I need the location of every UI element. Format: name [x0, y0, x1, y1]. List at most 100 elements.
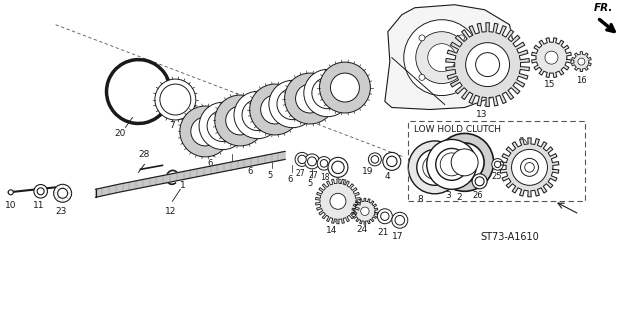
Circle shape	[423, 155, 447, 179]
Circle shape	[269, 80, 316, 128]
Text: 4: 4	[385, 172, 390, 181]
Circle shape	[381, 212, 389, 220]
Text: 20: 20	[115, 130, 126, 138]
Text: 13: 13	[476, 109, 488, 118]
Circle shape	[392, 212, 408, 228]
Text: 5: 5	[228, 164, 233, 173]
Circle shape	[436, 148, 468, 180]
Circle shape	[369, 153, 381, 166]
Circle shape	[440, 153, 463, 176]
Circle shape	[54, 184, 72, 202]
Text: 5: 5	[307, 179, 313, 188]
Circle shape	[395, 215, 404, 225]
Circle shape	[328, 157, 348, 177]
Text: 6: 6	[207, 160, 213, 168]
Polygon shape	[316, 179, 360, 224]
Text: 18: 18	[320, 173, 330, 182]
Circle shape	[242, 99, 273, 130]
Circle shape	[319, 62, 371, 113]
Circle shape	[304, 69, 351, 117]
Circle shape	[305, 154, 319, 169]
Text: 2: 2	[457, 193, 463, 202]
Circle shape	[525, 163, 534, 172]
Circle shape	[34, 184, 47, 198]
Circle shape	[428, 44, 456, 71]
Circle shape	[260, 95, 289, 124]
Circle shape	[371, 156, 379, 163]
Text: 28: 28	[139, 150, 150, 160]
Text: 26: 26	[472, 191, 483, 200]
Circle shape	[207, 110, 238, 142]
Circle shape	[451, 149, 478, 176]
Circle shape	[458, 74, 465, 80]
Circle shape	[578, 58, 585, 65]
Text: 6: 6	[248, 167, 253, 176]
Text: 27: 27	[295, 169, 305, 178]
Text: 5: 5	[268, 171, 273, 180]
Circle shape	[545, 51, 558, 64]
Text: LOW HOLD CLUTCH: LOW HOLD CLUTCH	[414, 125, 500, 135]
Circle shape	[296, 84, 324, 113]
Circle shape	[160, 84, 191, 115]
Text: 10: 10	[5, 201, 17, 210]
Text: 27: 27	[308, 171, 318, 180]
Text: 8: 8	[417, 195, 422, 204]
Text: 17: 17	[392, 232, 404, 241]
Text: 25: 25	[492, 172, 502, 181]
Text: ST73-A1610: ST73-A1610	[480, 232, 539, 242]
Circle shape	[408, 141, 461, 194]
Circle shape	[295, 152, 309, 167]
Text: 11: 11	[33, 201, 44, 210]
Polygon shape	[95, 152, 285, 197]
Circle shape	[330, 73, 360, 102]
Text: 3: 3	[445, 191, 451, 200]
Circle shape	[383, 152, 401, 170]
Circle shape	[317, 157, 331, 170]
Circle shape	[476, 53, 500, 77]
Circle shape	[250, 84, 301, 135]
Circle shape	[419, 35, 425, 41]
Circle shape	[378, 209, 392, 224]
Circle shape	[416, 32, 468, 84]
Circle shape	[387, 156, 397, 167]
Circle shape	[180, 106, 230, 157]
Circle shape	[472, 174, 487, 189]
Circle shape	[285, 73, 335, 124]
Circle shape	[494, 161, 500, 167]
Circle shape	[234, 91, 282, 139]
Circle shape	[492, 159, 504, 170]
Circle shape	[215, 95, 266, 146]
Circle shape	[332, 161, 344, 174]
Circle shape	[37, 188, 44, 195]
Circle shape	[520, 159, 538, 176]
Text: 9: 9	[518, 137, 524, 146]
Circle shape	[191, 117, 220, 146]
Circle shape	[8, 190, 13, 195]
Polygon shape	[532, 38, 572, 78]
Circle shape	[199, 102, 246, 150]
Circle shape	[436, 133, 493, 191]
Circle shape	[226, 106, 255, 135]
Text: 22: 22	[337, 179, 348, 188]
Polygon shape	[385, 5, 515, 109]
Text: 19: 19	[362, 167, 374, 176]
Circle shape	[427, 139, 477, 189]
Text: 24: 24	[356, 225, 367, 234]
Circle shape	[445, 143, 484, 182]
Circle shape	[312, 78, 343, 109]
Circle shape	[417, 149, 452, 185]
Circle shape	[277, 88, 308, 120]
Circle shape	[308, 157, 317, 166]
Circle shape	[419, 74, 425, 80]
Circle shape	[361, 207, 369, 215]
Bar	[408, 122, 586, 201]
Text: 23: 23	[55, 207, 67, 216]
Circle shape	[320, 160, 328, 167]
Polygon shape	[572, 52, 591, 71]
Circle shape	[298, 155, 306, 164]
Circle shape	[58, 188, 68, 198]
Circle shape	[481, 58, 495, 71]
Text: FR.: FR.	[593, 3, 612, 13]
Text: 15: 15	[544, 79, 556, 89]
Circle shape	[475, 177, 484, 186]
